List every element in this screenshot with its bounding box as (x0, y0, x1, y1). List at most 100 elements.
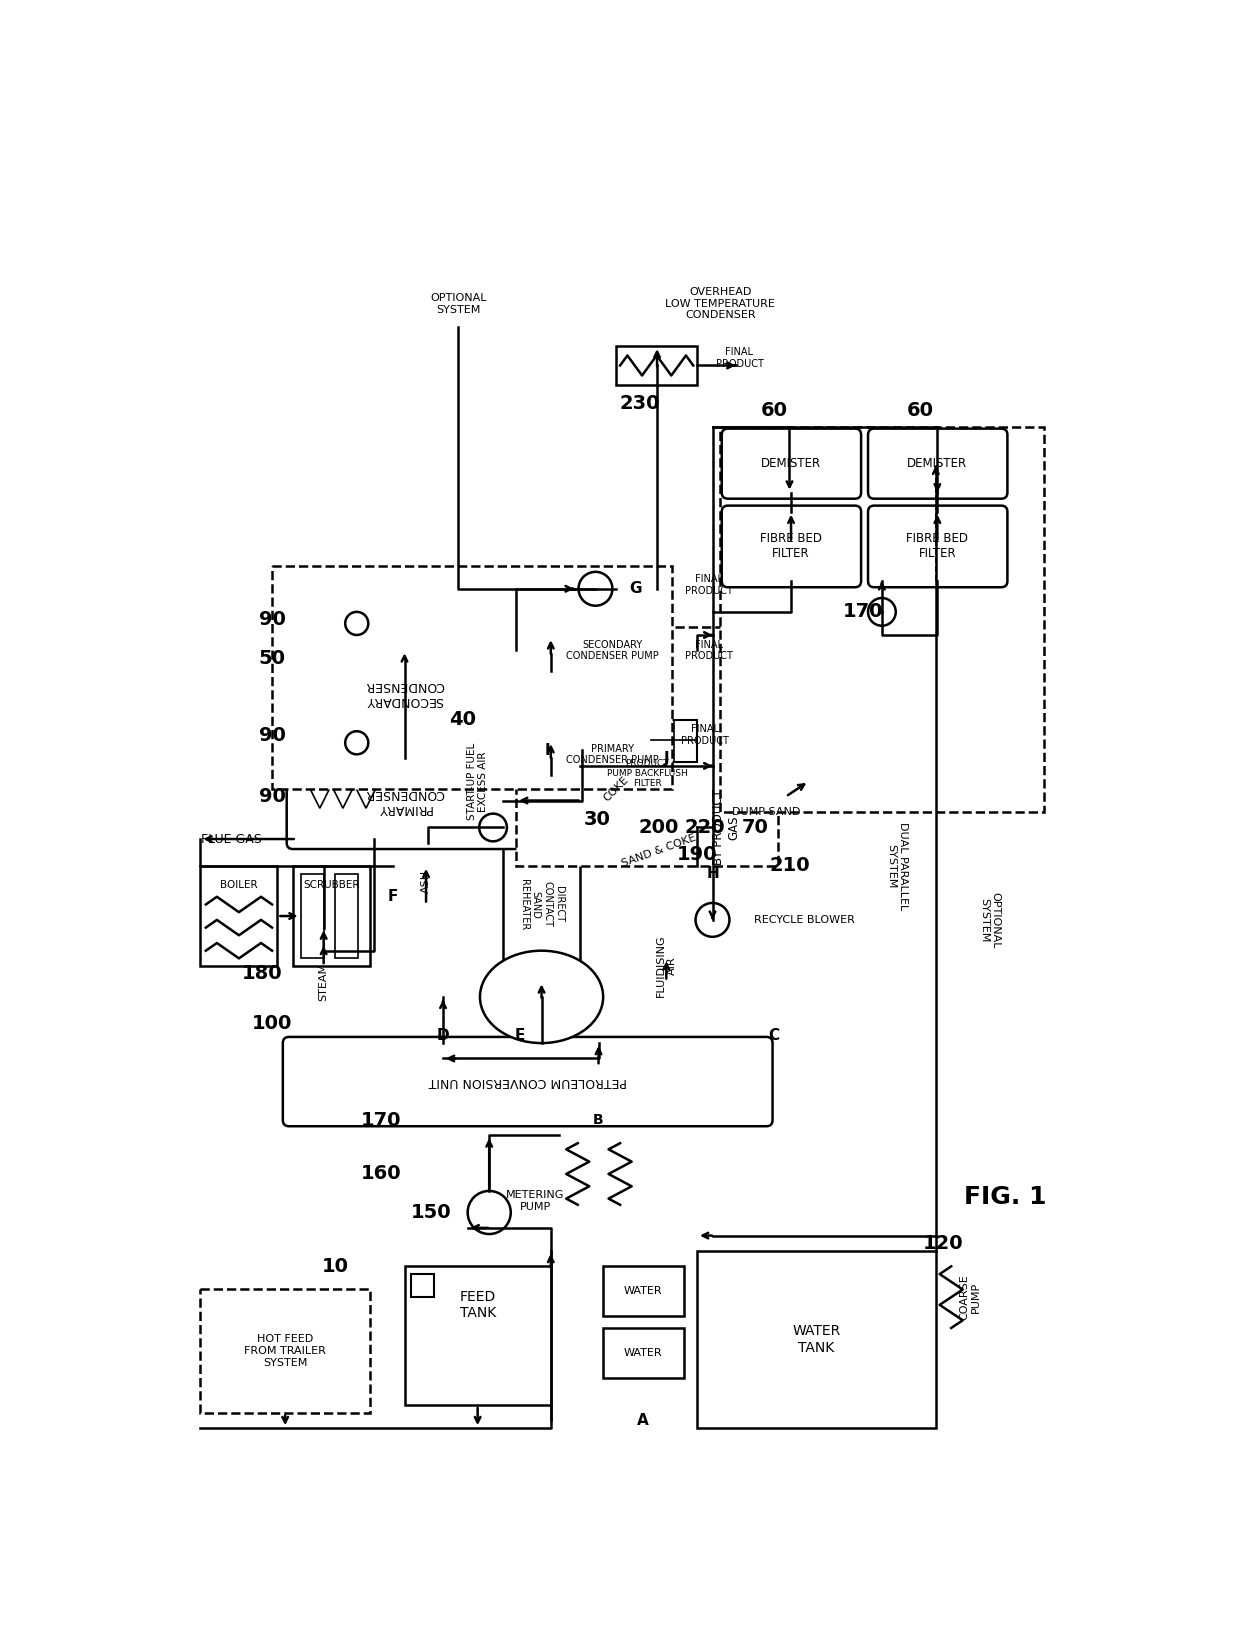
Text: DEMISTER: DEMISTER (908, 458, 967, 469)
Text: DUMP SAND: DUMP SAND (732, 807, 801, 817)
Bar (516, 627, 777, 866)
Polygon shape (327, 670, 358, 701)
Text: 170: 170 (842, 603, 883, 621)
FancyBboxPatch shape (286, 752, 522, 850)
Bar (293, 866, 370, 966)
Text: 70: 70 (742, 819, 769, 837)
Ellipse shape (480, 951, 603, 1042)
Text: 200: 200 (639, 819, 678, 837)
Text: 90: 90 (259, 788, 285, 806)
Text: 90: 90 (259, 725, 285, 745)
FancyBboxPatch shape (868, 505, 1007, 587)
Text: B: B (593, 1113, 604, 1127)
Text: 190: 190 (677, 845, 718, 864)
Text: BY PRODUCT
GAS: BY PRODUCT GAS (712, 789, 740, 866)
Text: FINAL
PRODUCT: FINAL PRODUCT (681, 724, 729, 745)
Circle shape (467, 1191, 511, 1234)
Text: FINAL
PRODUCT: FINAL PRODUCT (715, 346, 764, 369)
Bar (603, 1328, 684, 1377)
Text: SECONDARY
CONDENSER PUMP: SECONDARY CONDENSER PUMP (565, 639, 658, 662)
Circle shape (579, 572, 613, 606)
Text: PRIMARY
CONDENSER: PRIMARY CONDENSER (365, 786, 444, 814)
Text: DIRECT
CONTACT
SAND
REHEATER: DIRECT CONTACT SAND REHEATER (520, 879, 564, 930)
Text: 50: 50 (259, 649, 285, 668)
Text: 150: 150 (412, 1203, 451, 1222)
FancyBboxPatch shape (286, 644, 522, 742)
Text: FIBRE BED
FILTER: FIBRE BED FILTER (760, 533, 822, 560)
Bar (272, 565, 672, 789)
Text: SCRUBBER: SCRUBBER (303, 881, 360, 891)
Text: 230: 230 (619, 394, 660, 413)
Bar (404, 1266, 551, 1405)
Bar (603, 1266, 684, 1317)
Bar (410, 1275, 434, 1297)
Circle shape (479, 814, 507, 842)
Text: FEED
TANK: FEED TANK (460, 1289, 496, 1320)
FancyBboxPatch shape (722, 505, 861, 587)
Text: D: D (436, 1028, 449, 1042)
Circle shape (534, 742, 568, 775)
Circle shape (696, 904, 729, 936)
Text: FIBRE BED
FILTER: FIBRE BED FILTER (906, 533, 968, 560)
Circle shape (345, 732, 368, 755)
Text: WATER
TANK: WATER TANK (792, 1325, 841, 1355)
Text: J: J (663, 750, 670, 766)
Bar (651, 719, 697, 761)
Text: G: G (629, 582, 642, 596)
Text: DEMISTER: DEMISTER (761, 458, 821, 469)
Polygon shape (304, 670, 335, 701)
Text: METERING
PUMP: METERING PUMP (506, 1190, 564, 1212)
Text: ASH: ASH (422, 869, 432, 892)
Text: A: A (637, 1413, 649, 1428)
Bar (697, 1252, 936, 1428)
Text: PRIMARY
CONDENSER PUMP: PRIMARY CONDENSER PUMP (565, 743, 658, 765)
Text: I: I (544, 743, 549, 758)
Text: 160: 160 (361, 1165, 402, 1183)
Polygon shape (351, 670, 382, 701)
Text: H: H (706, 866, 719, 881)
Text: PETROLEUM CONVERSION UNIT: PETROLEUM CONVERSION UNIT (429, 1075, 627, 1088)
FancyBboxPatch shape (868, 428, 1007, 498)
Text: PRODUCT
PUMP BACKFLUSH
FILTER: PRODUCT PUMP BACKFLUSH FILTER (606, 758, 687, 789)
Text: 210: 210 (769, 856, 810, 876)
Text: C: C (769, 1028, 780, 1042)
Text: STEAM: STEAM (319, 962, 329, 1000)
Polygon shape (327, 778, 358, 809)
Text: E: E (515, 1028, 526, 1042)
FancyBboxPatch shape (283, 1038, 773, 1126)
Text: OVERHEAD
LOW TEMPERATURE
CONDENSER: OVERHEAD LOW TEMPERATURE CONDENSER (666, 288, 775, 320)
Circle shape (534, 637, 568, 672)
Text: COKE: COKE (601, 775, 631, 804)
Text: DUAL PARALLEL
SYSTEM: DUAL PARALLEL SYSTEM (887, 822, 908, 910)
Circle shape (868, 598, 895, 626)
Bar (720, 426, 1044, 812)
Text: 40: 40 (449, 711, 476, 729)
Text: RECYCLE BLOWER: RECYCLE BLOWER (754, 915, 856, 925)
Text: 10: 10 (321, 1257, 348, 1276)
Bar (201, 1289, 370, 1413)
Text: F: F (388, 889, 398, 904)
Text: 170: 170 (361, 1111, 402, 1129)
Text: 90: 90 (259, 609, 285, 629)
Text: 120: 120 (924, 1234, 963, 1253)
Text: OPTIONAL
SYSTEM: OPTIONAL SYSTEM (978, 892, 1001, 948)
Text: START-UP FUEL
EXCESS AIR: START-UP FUEL EXCESS AIR (466, 743, 489, 820)
Polygon shape (304, 778, 335, 809)
Text: FINAL
PRODUCT: FINAL PRODUCT (684, 574, 733, 596)
Circle shape (345, 611, 368, 636)
Text: COARSE
PUMP: COARSE PUMP (960, 1275, 981, 1320)
Text: BOILER: BOILER (221, 881, 258, 891)
Text: WATER: WATER (624, 1348, 662, 1358)
Text: FINAL
PRODUCT: FINAL PRODUCT (684, 639, 733, 662)
Text: 60: 60 (906, 400, 934, 420)
Text: 100: 100 (252, 1015, 293, 1033)
Text: FLUIDISING
AIR: FLUIDISING AIR (656, 935, 677, 997)
Text: HOT FEED
FROM TRAILER
SYSTEM: HOT FEED FROM TRAILER SYSTEM (244, 1335, 326, 1368)
Text: 220: 220 (684, 819, 725, 837)
Text: FLUE GAS: FLUE GAS (201, 833, 262, 845)
Bar (201, 866, 278, 966)
Polygon shape (351, 778, 382, 809)
Bar (616, 346, 697, 384)
Text: 30: 30 (584, 810, 610, 830)
Text: FIG. 1: FIG. 1 (963, 1185, 1047, 1209)
